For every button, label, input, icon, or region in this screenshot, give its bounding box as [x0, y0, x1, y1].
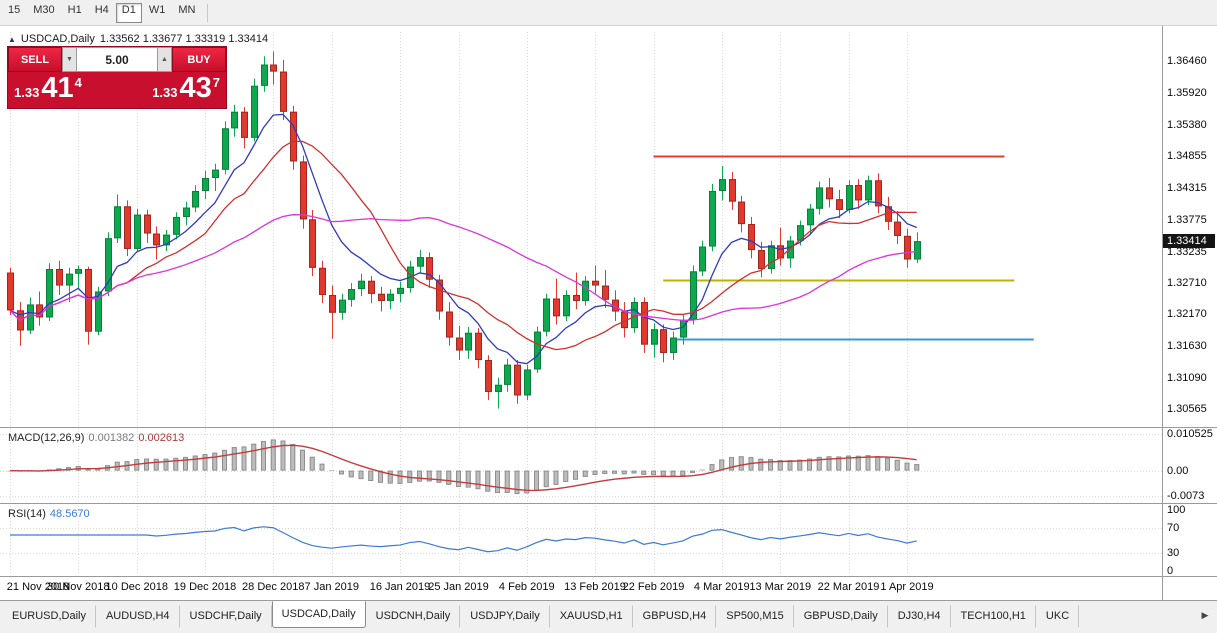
- sell-button[interactable]: SELL: [8, 47, 62, 72]
- macd-axis-tick: 0.00: [1167, 464, 1189, 477]
- ask-price[interactable]: 1.33 43 7: [152, 73, 220, 103]
- one-click-collapse-icon[interactable]: ▲: [8, 34, 16, 44]
- chart-window: ▲ USDCAD,Daily 1.33562 1.33677 1.33319 1…: [0, 26, 1217, 601]
- volume-input[interactable]: [77, 47, 157, 72]
- chart-tab-dj30-h4[interactable]: DJ30,H4: [888, 605, 951, 628]
- date-label: 4 Feb 2019: [498, 581, 555, 593]
- date-label: 22 Mar 2019: [817, 581, 880, 593]
- chart-canvas[interactable]: [0, 26, 1162, 601]
- timeframe-button-m30[interactable]: M30: [33, 3, 55, 16]
- rsi-value: 48.5670: [49, 508, 90, 520]
- date-label: 16 Jan 2019: [369, 581, 431, 593]
- chart-tab-ukc[interactable]: UKC: [1036, 605, 1080, 628]
- chart-tab-gbpusd-h4[interactable]: GBPUSD,H4: [633, 605, 717, 628]
- panel-separator[interactable]: [0, 503, 1217, 504]
- tabs-scroll-right-button[interactable]: ▶: [1201, 610, 1209, 620]
- date-label: 7 Jan 2019: [304, 581, 359, 593]
- chart-tab-usdjpy-daily[interactable]: USDJPY,Daily: [460, 605, 550, 628]
- price-tick: 1.30565: [1167, 403, 1207, 416]
- bid-pips: 41: [41, 72, 74, 104]
- volume-up-button[interactable]: ▲: [157, 47, 172, 72]
- rsi-indicator-label: RSI(14) 48.5670: [8, 508, 90, 520]
- macd-signal-value: 0.002613: [138, 432, 185, 444]
- chart-tab-gbpusd-daily[interactable]: GBPUSD,Daily: [794, 605, 888, 628]
- rsi-axis-tick: 0: [1167, 565, 1174, 577]
- price-tick: 1.31630: [1167, 340, 1207, 353]
- macd-axis-tick: 0.010525: [1167, 428, 1213, 440]
- chart-tab-xauusd-h1[interactable]: XAUUSD,H1: [550, 605, 633, 628]
- timeframe-buttons: 15 M30 H1 H4 D1 W1 MN: [2, 2, 202, 23]
- symbol-label: USDCAD,Daily: [20, 33, 95, 45]
- chart-tabs: EURUSD,Daily AUDUSD,H4 USDCHF,Daily USDCAD,…: [2, 601, 1080, 628]
- date-label: 22 Feb 2019: [622, 581, 685, 593]
- price-axis: 1.36460 1.35920 1.35380 1.34855 1.34315 1.337…: [1163, 26, 1217, 601]
- macd-name: MACD(12,26,9): [8, 432, 85, 444]
- chart-tab-tech100-h1[interactable]: TECH100,H1: [951, 605, 1036, 628]
- chart-tab-usdcad-daily[interactable]: USDCAD,Daily: [271, 601, 366, 628]
- price-axis-border: [1162, 26, 1163, 601]
- volume-down-button[interactable]: ▼: [62, 47, 77, 72]
- timeframe-button-d1[interactable]: D1: [115, 2, 142, 23]
- chart-tab-usdchf-daily[interactable]: USDCHF,Daily: [180, 605, 272, 628]
- price-tick: 1.32710: [1167, 276, 1207, 289]
- rsi-axis-tick: 30: [1167, 546, 1180, 559]
- macd-indicator-label: MACD(12,26,9) 0.001382 0.002613: [8, 432, 184, 444]
- current-price-badge: 1.33414: [1163, 233, 1215, 248]
- chart-tab-audusd-h4[interactable]: AUDUSD,H4: [96, 605, 180, 628]
- price-tick: 1.33235: [1167, 245, 1207, 258]
- chart-title: ▲ USDCAD,Daily 1.33562 1.33677 1.33319 1…: [8, 33, 268, 45]
- macd-axis-tick: -0.0073: [1167, 490, 1205, 502]
- date-axis: 21 Nov 2018 30 Nov 2018 10 Dec 2018 19 Dec …: [0, 26, 1162, 601]
- rsi-name: RSI(14): [8, 508, 46, 520]
- price-tick: 1.32170: [1167, 308, 1207, 321]
- price-tick: 1.33775: [1167, 213, 1207, 226]
- bid-pipette: 4: [74, 75, 82, 90]
- panel-separator[interactable]: [0, 576, 1217, 577]
- date-label: 10 Dec 2018: [105, 581, 168, 593]
- chart-tab-eurusd-daily[interactable]: EURUSD,Daily: [2, 605, 96, 628]
- date-label: 13 Mar 2019: [749, 581, 812, 593]
- panel-separator[interactable]: [0, 427, 1217, 428]
- ask-pips: 43: [179, 72, 212, 104]
- buy-button[interactable]: BUY: [172, 47, 226, 72]
- timeframe-button-h4[interactable]: H4: [94, 3, 109, 16]
- date-label: 4 Mar 2019: [693, 581, 750, 593]
- date-label: 19 Dec 2018: [173, 581, 237, 593]
- price-tick: 1.34315: [1167, 181, 1207, 194]
- rsi-axis-tick: 70: [1167, 522, 1180, 535]
- date-label: 30 Nov 2018: [47, 581, 110, 593]
- price-tick: 1.31090: [1167, 372, 1207, 385]
- bid-main: 1.33: [14, 85, 40, 100]
- timeframe-button-h1[interactable]: H1: [67, 3, 82, 16]
- timeframe-button-w1[interactable]: W1: [148, 3, 166, 16]
- date-label: 1 Apr 2019: [880, 581, 934, 593]
- macd-main-value: 0.001382: [88, 432, 135, 444]
- date-label: 13 Feb 2019: [564, 581, 626, 593]
- price-tick: 1.34855: [1167, 149, 1207, 162]
- chart-tab-usdcnh-daily[interactable]: USDCNH,Daily: [366, 605, 461, 628]
- timeframe-button-15[interactable]: 15: [8, 3, 21, 16]
- price-tick: 1.35380: [1167, 118, 1207, 131]
- date-label: 21 Nov 2018: [6, 581, 70, 593]
- ask-main: 1.33: [152, 85, 178, 100]
- toolbar-separator: [207, 3, 209, 22]
- timeframe-toolbar: 15 M30 H1 H4 D1 W1 MN: [0, 0, 1217, 26]
- date-label: 28 Dec 2018: [242, 581, 305, 593]
- ask-pipette: 7: [212, 75, 220, 90]
- price-tick: 1.36460: [1167, 54, 1207, 67]
- chart-tabs-bar: EURUSD,Daily AUDUSD,H4 USDCHF,Daily USDCAD,…: [0, 601, 1217, 633]
- bid-price[interactable]: 1.33 41 4: [14, 73, 82, 103]
- price-tick: 1.35920: [1167, 86, 1207, 99]
- date-label: 25 Jan 2019: [428, 581, 489, 593]
- rsi-axis-tick: 100: [1167, 504, 1186, 516]
- timeframe-button-mn[interactable]: MN: [178, 3, 196, 16]
- chart-tab-sp500-m15[interactable]: SP500,M15: [716, 605, 794, 628]
- ohlc-values: 1.33562 1.33677 1.33319 1.33414: [99, 33, 269, 45]
